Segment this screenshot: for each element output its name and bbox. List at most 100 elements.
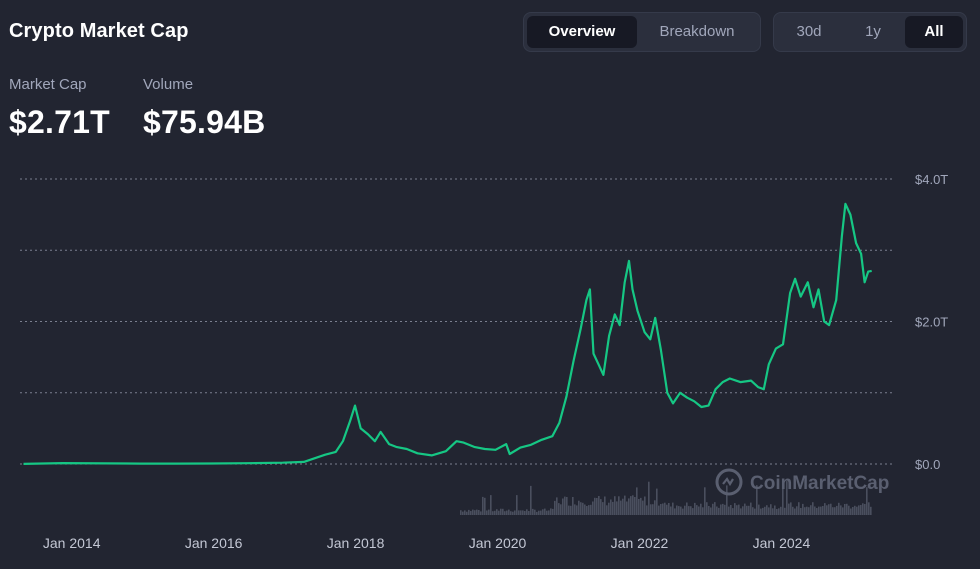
volume-bar — [858, 505, 860, 515]
volume-bar — [630, 496, 632, 515]
volume-bar — [600, 499, 602, 515]
range-30d[interactable]: 30d — [796, 23, 822, 40]
volume-bar — [474, 510, 476, 515]
volume-bar — [668, 503, 670, 515]
volume-bar — [706, 502, 708, 515]
tab-breakdown[interactable]: Breakdown — [659, 23, 735, 40]
volume-bar — [844, 504, 846, 515]
volume-bar — [536, 511, 538, 515]
volume-bar — [734, 503, 736, 515]
volume-bar — [508, 509, 510, 515]
range-1y[interactable]: 1y — [865, 23, 881, 40]
volume-bar — [552, 508, 554, 515]
x-tick-label: Jan 2016 — [185, 535, 243, 551]
volume-bar — [792, 506, 794, 515]
volume-bar — [762, 507, 764, 515]
volume-bar — [544, 508, 546, 515]
volume-bar — [512, 511, 514, 515]
volume-bar — [778, 508, 780, 515]
watermark: CoinMarketCap — [715, 468, 889, 496]
volume-bar — [524, 511, 526, 515]
volume-bar — [484, 497, 486, 515]
volume-bar — [470, 511, 472, 515]
volume-bar — [616, 501, 618, 515]
volume-bar — [548, 510, 550, 515]
volume-bar — [498, 510, 500, 515]
volume-bar — [662, 503, 664, 515]
volume-bar — [810, 505, 812, 515]
volume-bar — [502, 508, 504, 515]
volume-bar — [694, 502, 696, 515]
volume-bar — [864, 504, 866, 515]
volume-bar — [666, 504, 668, 515]
y-tick-label: $2.0T — [915, 315, 948, 330]
x-tick-label: Jan 2020 — [469, 535, 527, 551]
volume-bar — [628, 498, 630, 515]
volume-bar — [700, 503, 702, 515]
volume-bar — [532, 508, 534, 515]
volume-bar — [766, 505, 768, 515]
volume-bar — [752, 507, 754, 515]
tab-overview[interactable]: Overview — [527, 16, 637, 48]
volume-bar — [740, 508, 742, 515]
volume-bar — [824, 503, 826, 515]
market-cap-label: Market Cap — [9, 76, 87, 93]
volume-bar — [582, 502, 584, 515]
volume-bar — [462, 511, 464, 515]
volume-bar — [626, 501, 628, 515]
volume-bar — [746, 505, 748, 515]
volume-bar — [650, 504, 652, 515]
volume-bar — [796, 506, 798, 515]
volume-bar — [750, 502, 752, 515]
volume-bar — [786, 481, 788, 515]
volume-bar — [618, 496, 620, 515]
volume-bar — [780, 506, 782, 515]
volume-bar — [584, 504, 586, 515]
volume-bar — [742, 506, 744, 515]
volume-bar — [790, 502, 792, 515]
volume-bar — [476, 509, 478, 515]
coinmarketcap-logo-icon — [715, 468, 743, 496]
volume-bar — [576, 505, 578, 515]
volume-bar — [800, 508, 802, 515]
volume-bar — [566, 497, 568, 515]
volume-bar — [572, 497, 574, 515]
volume-bar — [836, 505, 838, 515]
volume-bar — [486, 510, 488, 515]
volume-bar — [768, 507, 770, 515]
volume-bar — [682, 508, 684, 515]
volume-bar — [770, 504, 772, 515]
volume-bar — [834, 507, 836, 515]
volume-bar — [870, 506, 872, 515]
volume-bar — [592, 501, 594, 515]
volume-bar — [614, 496, 616, 515]
volume-bar — [500, 508, 502, 515]
volume-bar — [776, 509, 778, 515]
volume-bar — [564, 496, 566, 515]
volume-bar — [478, 510, 480, 515]
x-tick-label: Jan 2022 — [611, 535, 669, 551]
volume-bar — [660, 504, 662, 515]
watermark-text: CoinMarketCap — [750, 473, 889, 494]
volume-bar — [708, 506, 710, 515]
volume-bar — [590, 504, 592, 515]
volume-bar — [490, 495, 492, 515]
volume-bar — [724, 504, 726, 515]
volume-bar — [620, 500, 622, 515]
volume-bar — [744, 503, 746, 515]
range-all[interactable]: All — [905, 16, 963, 48]
volume-bar — [530, 485, 532, 515]
volume-bar — [466, 511, 468, 515]
volume-bar — [488, 509, 490, 515]
volume-bar — [542, 509, 544, 515]
volume-bar — [672, 502, 674, 515]
volume-bar — [680, 506, 682, 515]
volume-bar — [646, 505, 648, 515]
range-toggle: 30d 1y All — [773, 12, 967, 52]
volume-bar — [678, 506, 680, 515]
volume-bar — [632, 495, 634, 515]
volume-bar — [842, 507, 844, 515]
volume-bar — [578, 500, 580, 515]
volume-bar — [558, 503, 560, 515]
volume-bar — [674, 508, 676, 515]
